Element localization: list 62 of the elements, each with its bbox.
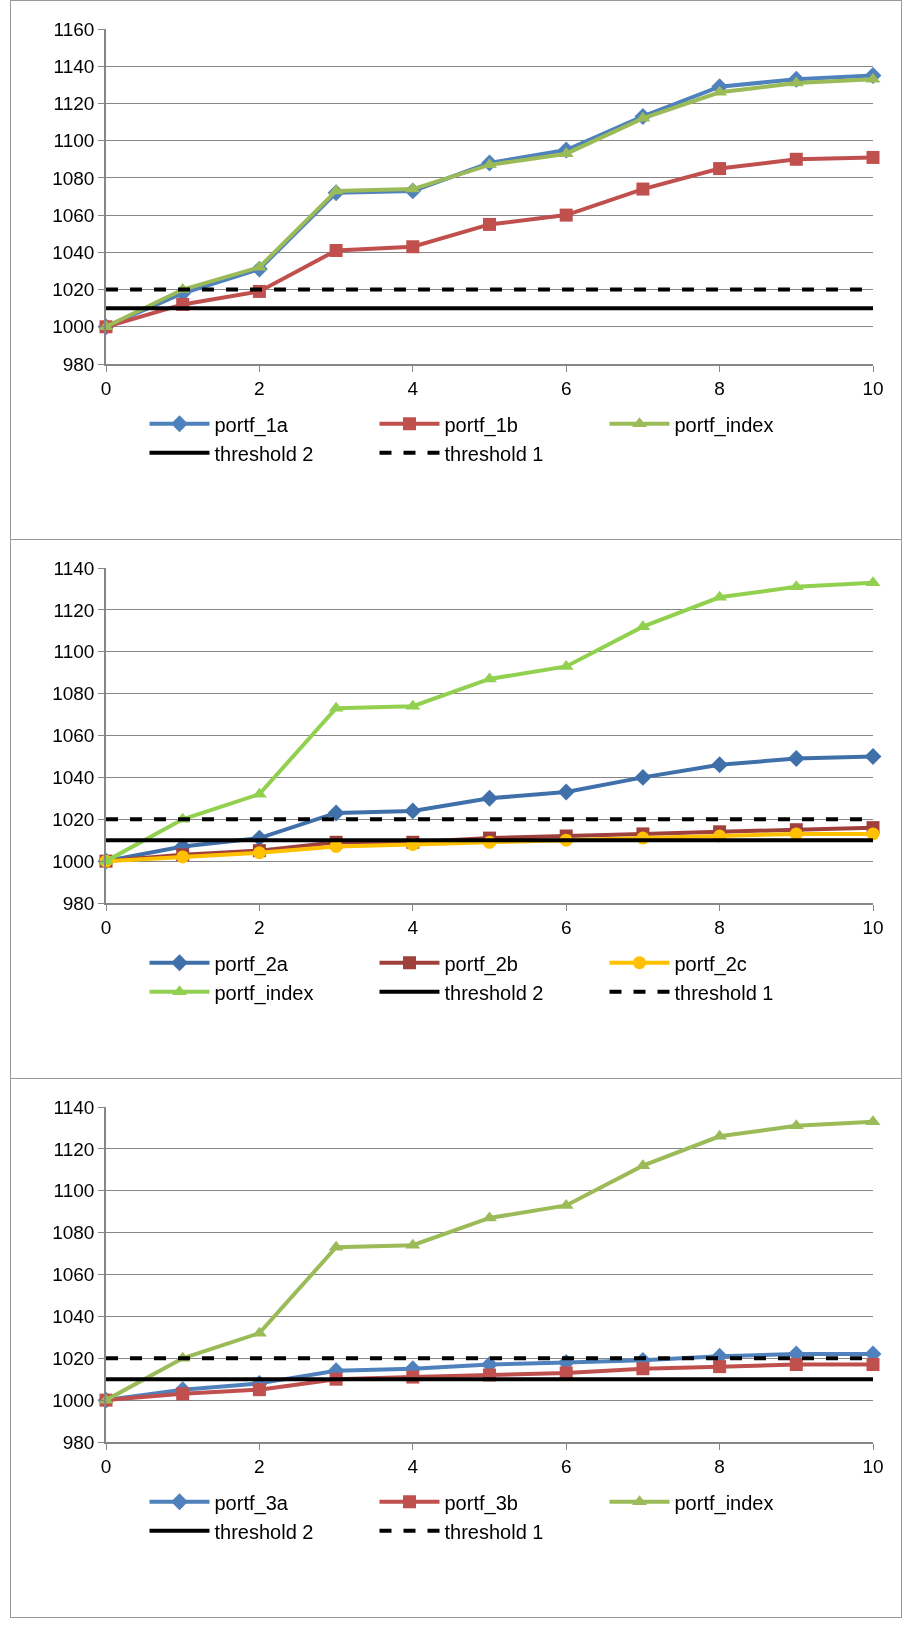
y-tick-label: 1080 xyxy=(52,1222,95,1244)
y-tick-label: 1060 xyxy=(52,725,95,747)
legend-label: threshold 1 xyxy=(444,1520,544,1543)
y-tick-label: 980 xyxy=(62,353,95,375)
y-tick-label: 1000 xyxy=(52,850,95,872)
legend-label: threshold 2 xyxy=(214,1520,314,1543)
legend-label: portf_3b xyxy=(444,1491,518,1515)
legend-label: portf_index xyxy=(674,413,774,437)
y-tick-label: 1040 xyxy=(52,1306,95,1328)
x-tick-label: 10 xyxy=(862,916,884,938)
x-tick-label: 10 xyxy=(862,377,884,399)
y-tick-label: 1160 xyxy=(53,18,95,40)
legend-label: portf_2b xyxy=(444,952,518,976)
y-tick-label: 1100 xyxy=(53,130,95,152)
x-tick-label: 8 xyxy=(714,377,725,399)
legend-label: portf_2a xyxy=(214,952,289,976)
y-tick-label: 1060 xyxy=(52,204,95,226)
y-tick-label: 980 xyxy=(62,892,95,914)
y-tick-label: 1100 xyxy=(53,1180,95,1202)
x-tick-label: 8 xyxy=(714,1455,725,1477)
x-tick-label: 4 xyxy=(407,377,419,399)
legend-label: portf_index xyxy=(214,981,314,1005)
y-tick-label: 1100 xyxy=(53,641,95,663)
y-tick-label: 1060 xyxy=(52,1264,95,1286)
x-tick-label: 2 xyxy=(254,1455,265,1477)
y-tick-label: 1140 xyxy=(53,1096,95,1118)
legend-label: threshold 1 xyxy=(444,442,544,465)
y-tick-label: 1080 xyxy=(52,683,95,705)
x-tick-label: 6 xyxy=(560,1455,572,1477)
x-tick-label: 0 xyxy=(100,377,112,399)
legend-label: threshold 1 xyxy=(674,981,774,1004)
y-tick-label: 1000 xyxy=(52,1389,95,1411)
x-tick-label: 0 xyxy=(100,916,112,938)
x-tick-label: 10 xyxy=(862,1455,884,1477)
y-tick-label: 1140 xyxy=(53,557,95,579)
x-tick-label: 2 xyxy=(254,916,265,938)
legend-label: portf_1b xyxy=(444,413,518,437)
y-tick-label: 1120 xyxy=(53,1138,95,1160)
x-tick-label: 4 xyxy=(407,1455,419,1477)
legend-label: portf_1a xyxy=(214,413,289,437)
y-tick-label: 1140 xyxy=(53,55,95,77)
legend-label: threshold 2 xyxy=(444,981,544,1004)
legend-label: portf_2c xyxy=(674,952,747,976)
y-tick-label: 1040 xyxy=(52,767,95,789)
y-tick-label: 1120 xyxy=(53,599,95,621)
legend-label: portf_index xyxy=(674,1491,774,1515)
y-tick-label: 1120 xyxy=(53,93,95,115)
y-tick-label: 1020 xyxy=(52,808,95,830)
y-tick-label: 1000 xyxy=(52,316,95,338)
x-tick-label: 4 xyxy=(407,916,419,938)
x-tick-label: 0 xyxy=(100,1455,112,1477)
x-tick-label: 6 xyxy=(560,916,572,938)
x-tick-label: 8 xyxy=(714,916,725,938)
y-tick-label: 1020 xyxy=(52,279,95,301)
legend-label: portf_3a xyxy=(214,1491,289,1515)
y-tick-label: 1040 xyxy=(52,241,95,263)
y-tick-label: 1080 xyxy=(52,167,95,189)
y-tick-label: 1020 xyxy=(52,1347,95,1369)
x-tick-label: 6 xyxy=(560,377,572,399)
y-tick-label: 980 xyxy=(62,1431,95,1453)
legend-label: threshold 2 xyxy=(214,442,314,465)
x-tick-label: 2 xyxy=(254,377,265,399)
